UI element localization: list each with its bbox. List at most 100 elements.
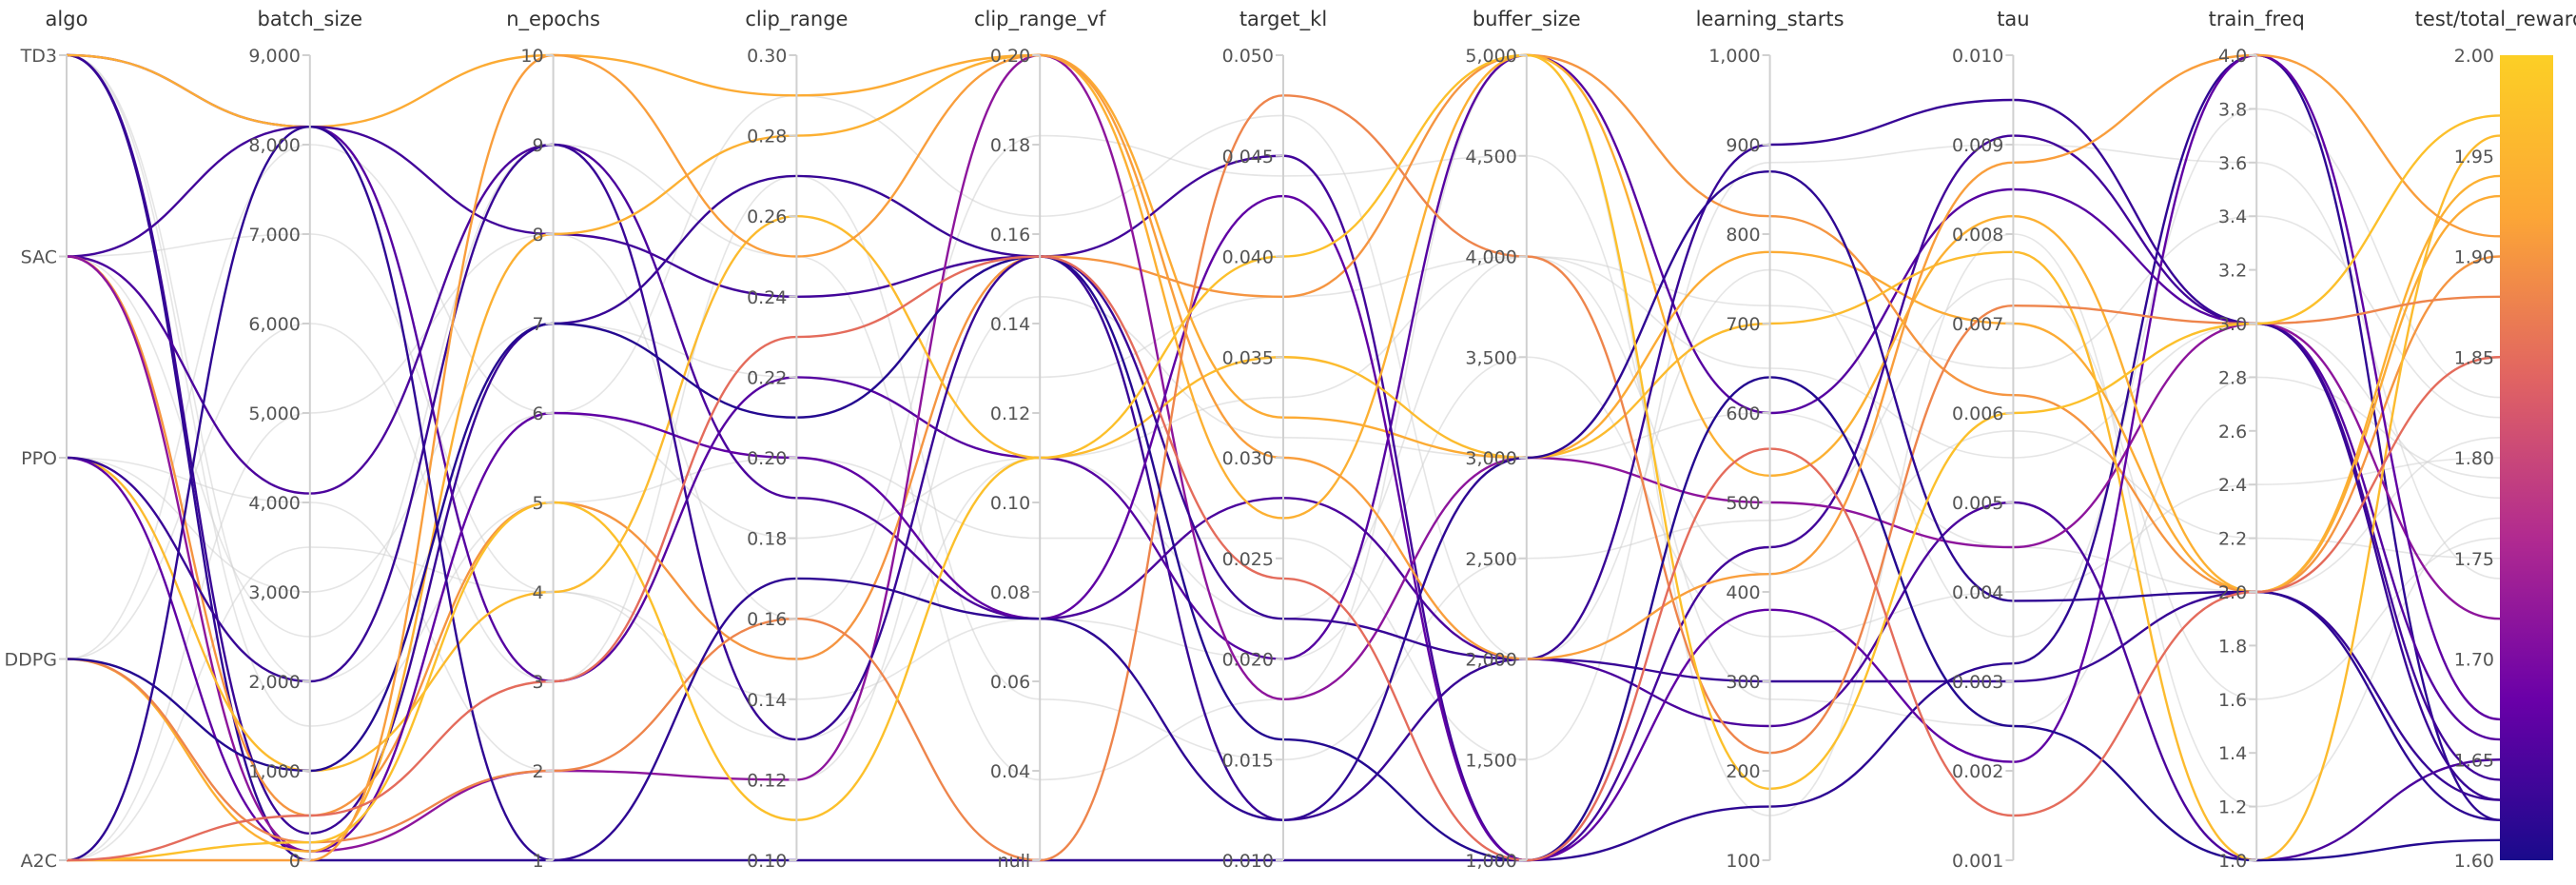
run-line-16[interactable] [66,53,2501,862]
tick-label: 1.95 [2454,147,2494,167]
tick-label: 1.90 [2454,247,2494,268]
axis-tau[interactable]: tau 0.010 0.009 0.008 0.007 0.006 0.005 0.004 0.… [1952,8,2030,872]
axis-train-freq[interactable]: train_freq 4.0 3.8 3.6 3.4 3.2 3.0 2.8 2.6 2.4 2.2… [2209,8,2305,872]
tick-label: 7 [533,314,544,335]
run-line-4[interactable] [66,125,2501,862]
tick-label: 0.004 [1952,582,2003,603]
tick-label: TD3 [20,46,57,67]
tick-label: 5,000 [1465,46,1516,67]
tick-label: 2.00 [2454,46,2494,67]
tick-label: 3,000 [248,582,300,603]
tick-label: 0.007 [1952,314,2003,335]
axis-clip-range-vf[interactable]: clip_range_vf 0.20 0.18 0.16 0.14 0.12 0.10 0.0… [974,8,1106,872]
colorbar-gradient [2500,55,2553,860]
axis-n-epochs[interactable]: n_epochs 10 9 8 7 6 5 4 3 2 1 [506,8,600,872]
run-line-7[interactable] [66,53,2501,853]
run-line-18[interactable] [66,54,2501,682]
tick-label: 0.008 [1952,225,2003,246]
tick-label: 1,000 [1708,46,1760,67]
axis-title: algo [46,8,88,30]
axis-target-kl[interactable]: target_kl 0.050 0.045 0.040 0.035 0.030 0.025 0… [1222,8,1328,872]
axis-title: clip_range_vf [974,8,1106,31]
tick-label: null [998,851,1031,872]
run-line-3[interactable] [66,53,2501,594]
tick-label: 1.0 [2218,851,2247,872]
tick-label: 0 [289,851,301,872]
axis-title: clip_range [745,8,848,31]
run-line-2[interactable] [66,53,2501,741]
tick-label: 0.10 [990,493,1030,514]
tick-label: 4,500 [1465,147,1516,167]
tick-label: 0.20 [990,46,1030,67]
run-line-23[interactable] [66,54,2501,761]
tick-label: 100 [1726,851,1760,872]
tick-label: 1,000 [1465,851,1516,872]
run-line-11[interactable] [66,53,2501,853]
tick-label: 0.050 [1222,46,1274,67]
axis-learning-starts[interactable]: learning_starts 1,000 900 800 700 600 500 400 30… [1696,8,1844,872]
tick-label: 1.85 [2454,347,2494,368]
tick-label: 0.12 [990,403,1030,424]
tick-label: 4,000 [248,493,300,514]
tick-label: 0.009 [1952,135,2003,156]
tick-label: 1.60 [2454,851,2494,872]
tick-label: 2,000 [1465,650,1516,671]
axis-clip-range[interactable]: clip_range 0.30 0.28 0.26 0.24 0.22 0.20 0.18 0.… [745,8,848,872]
run-line-21[interactable] [66,175,2501,761]
tick-label: 10 [520,46,543,67]
run-line-24[interactable] [66,295,2501,781]
tick-label: 3.2 [2218,261,2247,282]
tick-label: 0.035 [1222,347,1274,368]
tick-label: 0.020 [1222,650,1274,671]
run-line-10[interactable] [66,98,2501,801]
run-line-25[interactable] [66,54,2501,816]
axis-algo[interactable]: algo TD3 SAC PPO DDPG A2C [5,8,88,872]
tick-label: 1.75 [2454,549,2494,570]
tick-label: 0.045 [1222,147,1274,167]
tick-label: 600 [1726,403,1760,424]
tick-label: 7,000 [248,225,300,246]
axis-test-total-reward[interactable]: test/total_reward 2.00 1.95 1.90 1.85 1.80 1.7… [2415,8,2576,872]
tick-label: 8 [533,225,544,246]
tick-label: 0.003 [1952,672,2003,693]
tick-label: 4,000 [1465,247,1516,268]
axis-title: tau [1997,8,2029,30]
tick-label: 1.70 [2454,650,2494,671]
tick-label: 200 [1726,761,1760,782]
axis-title: buffer_size [1473,8,1581,31]
tick-label: 800 [1726,225,1760,246]
tick-label: 900 [1726,135,1760,156]
tick-label: 1,000 [248,761,300,782]
tick-label: DDPG [5,650,57,671]
tick-label: 0.040 [1222,247,1274,268]
run-line-5[interactable] [66,143,2501,862]
tick-label: 1.4 [2218,743,2247,764]
run-line-0[interactable] [66,53,2501,862]
axis-batch-size[interactable]: batch_size 9,000 8,000 7,000 6,000 5,000 4,000… [248,8,362,872]
tick-label: 1 [533,851,544,872]
tick-label: 0.025 [1222,549,1274,570]
tick-label: 2.2 [2218,529,2247,550]
run-line-12[interactable] [66,94,2501,862]
tick-label: 0.006 [1952,403,2003,424]
tick-label: 3.0 [2218,314,2247,335]
tick-label: 0.26 [747,206,787,227]
tick-label: 1.65 [2454,750,2494,771]
axis-buffer-size[interactable]: buffer_size 5,000 4,500 4,000 3,500 3,000 2,50… [1465,8,1580,872]
axis-title: train_freq [2209,8,2305,31]
tick-label: PPO [21,448,57,469]
run-line-9[interactable] [66,53,2501,862]
tick-label: 0.18 [990,135,1030,156]
run-line-8[interactable] [66,134,2501,862]
colorbar [2500,55,2553,860]
run-line-14[interactable] [67,53,2501,862]
axis-title: test/total_reward [2415,8,2576,31]
tick-label: 400 [1726,582,1760,603]
tick-label: 0.06 [990,672,1030,693]
tick-label: 0.08 [990,582,1030,603]
tick-label: 9 [533,135,544,156]
tick-label: 0.28 [747,127,787,148]
tick-label: 6 [533,403,544,424]
tick-label: 3.8 [2218,99,2247,120]
tick-label: 0.010 [1952,46,2003,67]
